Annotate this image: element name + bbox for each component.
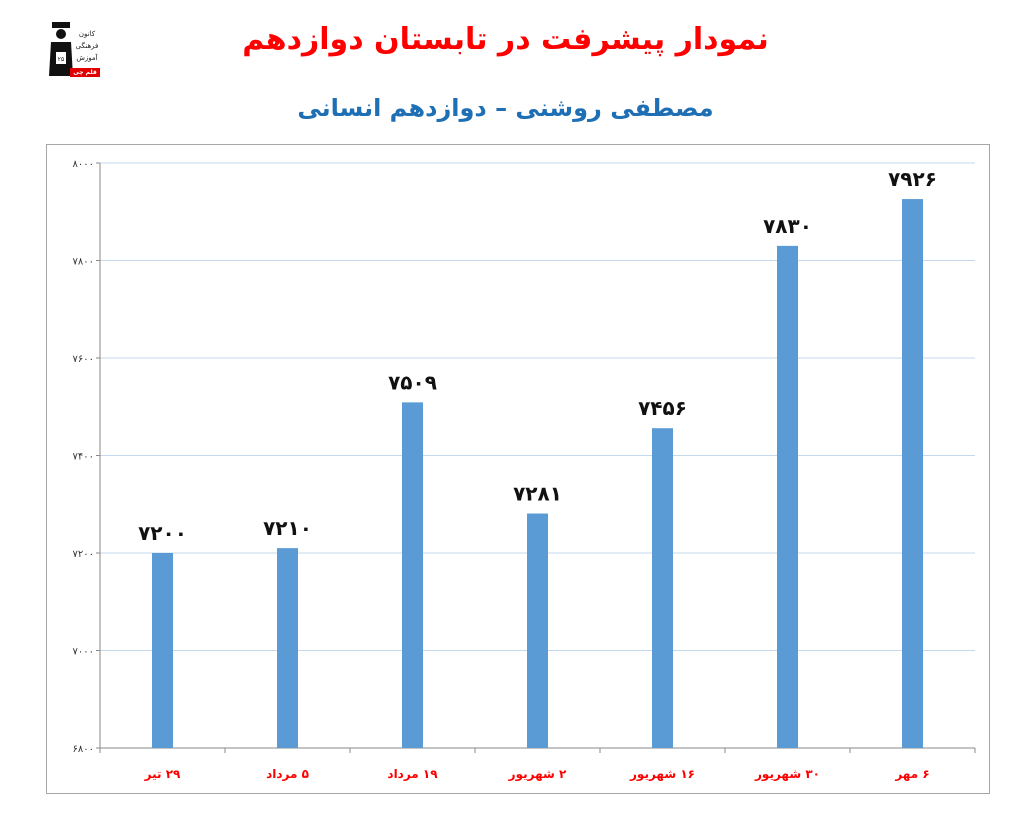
logo-text-line3: آموزش [76,54,98,62]
x-tick-label: ۲۹ تیر [144,767,181,781]
logo-text-line1: کانون [78,30,96,38]
y-tick-label: ۷۴۰۰ [73,452,94,463]
bar [902,199,923,748]
logo-badge: قلم چی [70,68,100,77]
x-tick-label: ۱۹ مرداد [387,767,438,781]
scholar-figure-icon: ٢۵ [49,22,73,76]
data-label: ۷۹۲۶ [888,167,937,191]
x-tick-label: ۳۰ شهریور [754,767,820,782]
bar [777,245,798,748]
chart-title: نمودار پیشرفت در تابستان دوازدهم [242,22,769,57]
y-tick-label: ۷۲۰۰ [73,549,94,560]
x-tick-label: ۶ مهر [894,767,929,781]
data-label: ۷۲۸۱ [513,482,562,506]
bar [402,402,423,748]
x-tick-label: ۲ شهریور [508,767,567,782]
data-label: ۷۴۵۶ [638,396,687,420]
bar [152,553,173,748]
chart-frame: ۶۸۰۰ ۷۰۰۰ ۷۲۰۰ ۷۴۰۰ ۷۶۰۰ ۷۸۰۰ ۸۰۰۰ ۷۲۰۰ ۲۹ تیر ۷۲… [46,144,990,794]
y-tick-label: ۷۸۰۰ [73,257,94,268]
y-tick-label: ۷۰۰۰ [73,647,94,658]
chart-subtitle: مصطفی روشنی – دوازدهم انسانی [297,94,714,122]
data-label: ۷۸۳۰ [763,214,812,238]
y-tick-label: ۷۶۰۰ [73,354,94,365]
bar [652,428,673,748]
data-label: ۷۲۰۰ [138,521,187,545]
x-tick-label: ۵ مرداد [266,767,309,781]
bar [277,548,298,748]
bar [527,513,548,748]
data-label: ۷۵۰۹ [388,370,437,394]
y-tick-label: ۶۸۰۰ [73,744,94,755]
svg-text:٢۵: ٢۵ [58,56,64,63]
data-label: ۷۲۱۰ [263,516,312,540]
x-tick-label: ۱۶ شهریور [629,767,695,782]
y-tick-label: ۸۰۰۰ [73,159,94,170]
logo-text-line2: فرهنگی [75,42,99,50]
bar-chart: ۶۸۰۰ ۷۰۰۰ ۷۲۰۰ ۷۴۰۰ ۷۶۰۰ ۷۸۰۰ ۸۰۰۰ ۷۲۰۰ ۲۹ تیر ۷۲… [73,159,976,782]
